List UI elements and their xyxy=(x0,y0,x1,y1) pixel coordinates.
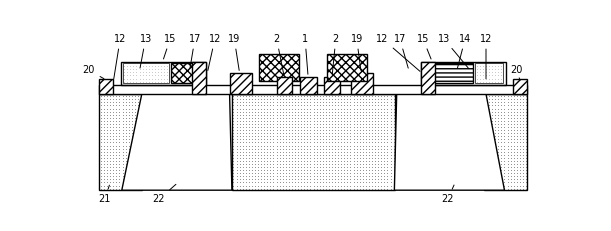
Bar xyxy=(422,62,506,85)
Bar xyxy=(327,54,367,81)
Text: 15: 15 xyxy=(417,33,431,59)
Text: 12: 12 xyxy=(208,33,221,70)
Bar xyxy=(171,63,202,83)
Text: 14: 14 xyxy=(458,33,471,68)
Bar xyxy=(123,63,169,83)
Text: 12: 12 xyxy=(114,33,126,79)
Text: 17: 17 xyxy=(189,33,201,68)
Text: 13: 13 xyxy=(437,33,469,69)
Text: 2: 2 xyxy=(274,33,284,74)
Text: 1: 1 xyxy=(302,33,308,74)
Text: 21: 21 xyxy=(98,185,111,204)
Bar xyxy=(513,79,527,94)
Bar xyxy=(475,63,503,83)
Bar xyxy=(351,73,373,94)
Text: 17: 17 xyxy=(393,33,408,68)
Bar xyxy=(232,94,395,190)
Text: 22: 22 xyxy=(153,184,176,204)
Text: 20: 20 xyxy=(82,65,104,79)
Text: 19: 19 xyxy=(351,33,363,70)
Bar xyxy=(192,62,206,94)
Text: 19: 19 xyxy=(228,33,240,70)
Text: 12: 12 xyxy=(480,33,492,79)
Polygon shape xyxy=(122,94,232,190)
Bar xyxy=(423,63,473,83)
Text: 22: 22 xyxy=(441,185,454,204)
Text: 20: 20 xyxy=(511,65,523,80)
Bar xyxy=(485,94,527,190)
Text: 15: 15 xyxy=(164,33,177,59)
Bar xyxy=(230,73,252,94)
Bar xyxy=(324,77,340,94)
Bar xyxy=(259,54,299,81)
Text: 2: 2 xyxy=(332,33,339,74)
Bar xyxy=(121,62,206,85)
Bar xyxy=(100,85,527,94)
Bar xyxy=(422,62,435,94)
Polygon shape xyxy=(394,94,505,190)
Bar xyxy=(299,77,316,94)
Bar xyxy=(100,94,142,190)
Text: 12: 12 xyxy=(376,33,420,71)
Bar xyxy=(277,77,292,94)
Text: 13: 13 xyxy=(139,33,152,68)
Bar xyxy=(100,79,113,94)
